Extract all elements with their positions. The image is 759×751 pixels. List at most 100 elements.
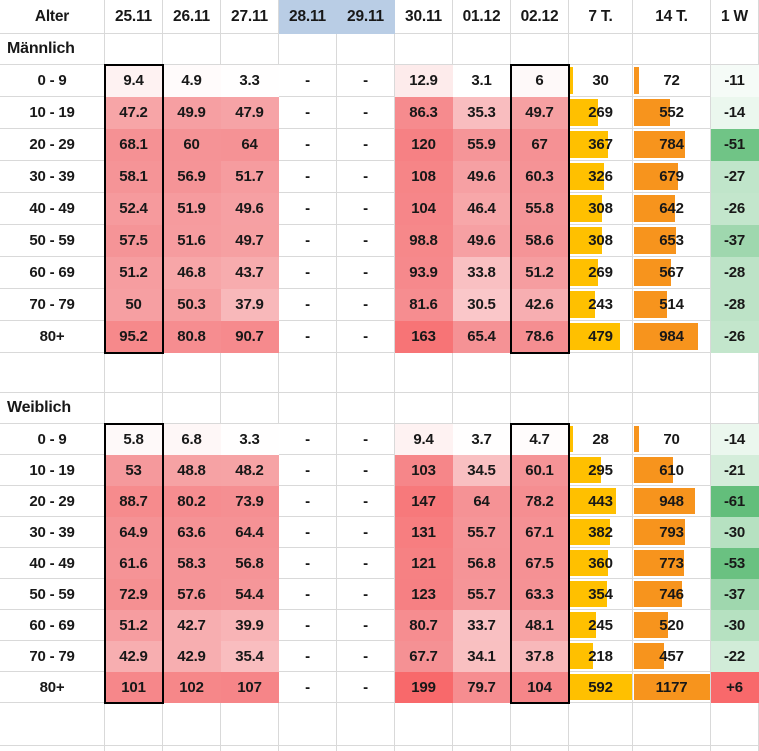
cases-7day-cell[interactable]: 592 xyxy=(569,672,633,703)
incidence-cell[interactable]: 108 xyxy=(395,161,453,193)
incidence-cell[interactable]: - xyxy=(337,486,395,517)
column-header-2611[interactable]: 26.11 xyxy=(163,0,221,34)
incidence-cell[interactable]: 63.6 xyxy=(163,517,221,548)
incidence-cell[interactable]: 42.7 xyxy=(163,610,221,641)
cases-14day-cell[interactable]: 793 xyxy=(633,517,711,548)
incidence-cell[interactable]: - xyxy=(279,161,337,193)
empty-cell[interactable] xyxy=(279,703,337,746)
empty-cell[interactable] xyxy=(395,393,453,424)
incidence-cell[interactable]: 67.1 xyxy=(511,517,569,548)
incidence-cell[interactable]: 104 xyxy=(395,193,453,225)
incidence-cell[interactable]: 6 xyxy=(511,65,569,97)
incidence-cell[interactable]: 33.8 xyxy=(453,257,511,289)
age-label-cell[interactable]: 60 - 69 xyxy=(0,257,105,289)
incidence-cell[interactable]: 35.3 xyxy=(453,97,511,129)
incidence-cell[interactable]: 51.2 xyxy=(105,257,163,289)
cases-7day-cell[interactable]: 245 xyxy=(569,610,633,641)
incidence-cell[interactable]: 33.7 xyxy=(453,610,511,641)
incidence-cell[interactable]: 55.8 xyxy=(511,193,569,225)
incidence-cell[interactable]: 51.6 xyxy=(163,225,221,257)
empty-cell[interactable] xyxy=(279,353,337,393)
incidence-cell[interactable]: - xyxy=(337,129,395,161)
incidence-cell[interactable]: 42.6 xyxy=(511,289,569,321)
incidence-cell[interactable]: 60.3 xyxy=(511,161,569,193)
cases-14day-cell[interactable]: 70 xyxy=(633,424,711,455)
incidence-cell[interactable]: 101 xyxy=(105,672,163,703)
cases-14day-cell[interactable]: 653 xyxy=(633,225,711,257)
empty-cell[interactable] xyxy=(221,393,279,424)
empty-cell[interactable] xyxy=(163,746,221,751)
incidence-cell[interactable]: - xyxy=(279,610,337,641)
cases-7day-cell[interactable]: 354 xyxy=(569,579,633,610)
empty-cell[interactable] xyxy=(279,746,337,751)
empty-cell[interactable] xyxy=(453,746,511,751)
cases-7day-cell[interactable]: 243 xyxy=(569,289,633,321)
empty-cell[interactable] xyxy=(453,703,511,746)
incidence-cell[interactable]: 80.8 xyxy=(163,321,221,353)
incidence-cell[interactable]: 199 xyxy=(395,672,453,703)
incidence-cell[interactable]: - xyxy=(337,257,395,289)
incidence-cell[interactable]: 54.4 xyxy=(221,579,279,610)
incidence-cell[interactable]: - xyxy=(279,455,337,486)
empty-cell[interactable] xyxy=(511,703,569,746)
trend-1week-cell[interactable]: -14 xyxy=(711,97,759,129)
incidence-cell[interactable]: 147 xyxy=(395,486,453,517)
cases-14day-cell[interactable]: 514 xyxy=(633,289,711,321)
cases-7day-cell[interactable]: 269 xyxy=(569,97,633,129)
incidence-cell[interactable]: - xyxy=(279,65,337,97)
column-header-0112[interactable]: 01.12 xyxy=(453,0,511,34)
incidence-cell[interactable]: 3.3 xyxy=(221,424,279,455)
incidence-cell[interactable]: 93.9 xyxy=(395,257,453,289)
age-label-cell[interactable]: 30 - 39 xyxy=(0,161,105,193)
incidence-cell[interactable]: 121 xyxy=(395,548,453,579)
cases-7day-cell[interactable]: 308 xyxy=(569,225,633,257)
incidence-cell[interactable]: 64 xyxy=(221,129,279,161)
cases-7day-cell[interactable]: 30 xyxy=(569,65,633,97)
incidence-cell[interactable]: 64.4 xyxy=(221,517,279,548)
empty-cell[interactable] xyxy=(279,34,337,65)
empty-cell[interactable] xyxy=(711,703,759,746)
incidence-cell[interactable]: 55.7 xyxy=(453,517,511,548)
incidence-cell[interactable]: - xyxy=(279,321,337,353)
incidence-cell[interactable]: 3.1 xyxy=(453,65,511,97)
empty-cell[interactable] xyxy=(395,703,453,746)
incidence-cell[interactable]: 104 xyxy=(511,672,569,703)
incidence-cell[interactable]: 49.6 xyxy=(453,161,511,193)
incidence-cell[interactable]: 80.2 xyxy=(163,486,221,517)
column-header-2911[interactable]: 29.11 xyxy=(337,0,395,34)
incidence-cell[interactable]: 78.6 xyxy=(511,321,569,353)
empty-cell[interactable] xyxy=(633,393,711,424)
incidence-cell[interactable]: - xyxy=(337,321,395,353)
section-label-maennlich[interactable]: Männlich xyxy=(0,34,105,65)
incidence-cell[interactable]: - xyxy=(337,610,395,641)
incidence-cell[interactable]: 120 xyxy=(395,129,453,161)
empty-cell[interactable] xyxy=(105,703,163,746)
trend-1week-cell[interactable]: -37 xyxy=(711,225,759,257)
incidence-cell[interactable]: 6.8 xyxy=(163,424,221,455)
incidence-cell[interactable]: 12.9 xyxy=(395,65,453,97)
column-header-Alter[interactable]: Alter xyxy=(0,0,105,34)
column-header-7T[interactable]: 7 T. xyxy=(569,0,633,34)
incidence-cell[interactable]: 42.9 xyxy=(105,641,163,672)
incidence-cell[interactable]: 67 xyxy=(511,129,569,161)
incidence-cell[interactable]: 49.6 xyxy=(221,193,279,225)
trend-1week-cell[interactable]: -37 xyxy=(711,579,759,610)
empty-cell[interactable] xyxy=(337,393,395,424)
incidence-cell[interactable]: 46.4 xyxy=(453,193,511,225)
incidence-cell[interactable]: 58.3 xyxy=(163,548,221,579)
empty-cell[interactable] xyxy=(221,34,279,65)
empty-cell[interactable] xyxy=(711,393,759,424)
trend-1week-cell[interactable]: -22 xyxy=(711,641,759,672)
empty-cell[interactable] xyxy=(337,34,395,65)
age-label-cell[interactable]: 0 - 9 xyxy=(0,424,105,455)
incidence-cell[interactable]: - xyxy=(337,193,395,225)
cases-7day-cell[interactable]: 308 xyxy=(569,193,633,225)
empty-cell[interactable] xyxy=(633,353,711,393)
incidence-cell[interactable]: - xyxy=(279,225,337,257)
incidence-cell[interactable]: 55.7 xyxy=(453,579,511,610)
age-label-cell[interactable]: 0 - 9 xyxy=(0,65,105,97)
incidence-cell[interactable]: 107 xyxy=(221,672,279,703)
incidence-cell[interactable]: 9.4 xyxy=(105,65,163,97)
incidence-cell[interactable]: 4.9 xyxy=(163,65,221,97)
incidence-cell[interactable]: 56.8 xyxy=(453,548,511,579)
